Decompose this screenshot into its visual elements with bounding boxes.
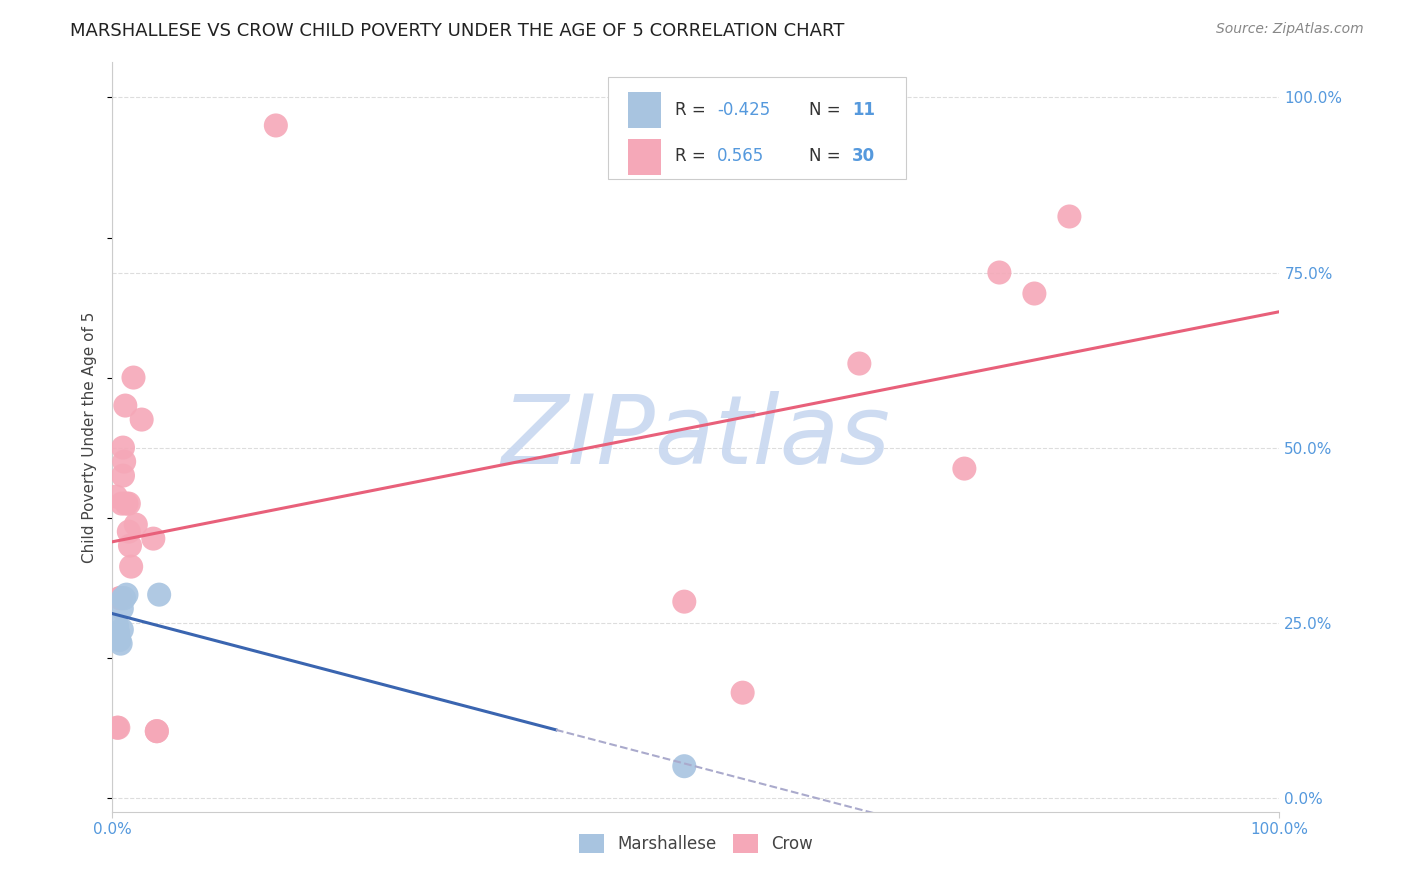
Text: -0.425: -0.425 xyxy=(717,101,770,119)
Point xyxy=(111,623,134,637)
Point xyxy=(673,594,696,608)
Text: Source: ZipAtlas.com: Source: ZipAtlas.com xyxy=(1216,22,1364,37)
Point xyxy=(146,724,169,739)
Point xyxy=(111,601,134,615)
Legend: Marshallese, Crow: Marshallese, Crow xyxy=(572,827,820,860)
Point xyxy=(111,441,134,455)
Text: MARSHALLESE VS CROW CHILD POVERTY UNDER THE AGE OF 5 CORRELATION CHART: MARSHALLESE VS CROW CHILD POVERTY UNDER … xyxy=(70,22,845,40)
Point xyxy=(142,532,165,546)
Point xyxy=(988,266,1011,280)
Point xyxy=(111,497,134,511)
Point xyxy=(148,588,170,602)
Text: N =: N = xyxy=(810,147,846,165)
Point xyxy=(107,721,129,735)
Point xyxy=(264,119,287,133)
Point xyxy=(122,370,145,384)
Text: R =: R = xyxy=(675,147,711,165)
Point xyxy=(110,637,132,651)
Text: 0.565: 0.565 xyxy=(717,147,765,165)
Point xyxy=(125,517,148,532)
Point xyxy=(107,626,129,640)
Point xyxy=(131,412,153,426)
Point xyxy=(953,461,976,475)
Point xyxy=(112,454,135,468)
Point xyxy=(146,724,169,739)
Point xyxy=(111,591,134,606)
Point xyxy=(114,399,136,413)
Point xyxy=(108,591,131,606)
Bar xyxy=(628,93,661,128)
Point xyxy=(1024,286,1046,301)
Point xyxy=(115,497,138,511)
Point xyxy=(112,591,135,606)
Point xyxy=(673,759,696,773)
Bar xyxy=(628,139,661,175)
Point xyxy=(731,686,754,700)
Text: 11: 11 xyxy=(852,101,876,119)
Point xyxy=(111,468,134,483)
Text: ZIPatlas: ZIPatlas xyxy=(502,391,890,483)
Point xyxy=(118,497,141,511)
Point xyxy=(104,490,127,504)
Point xyxy=(110,591,132,606)
Y-axis label: Child Poverty Under the Age of 5: Child Poverty Under the Age of 5 xyxy=(82,311,97,563)
Point xyxy=(115,588,138,602)
Text: R =: R = xyxy=(675,101,711,119)
Point xyxy=(118,539,141,553)
Point xyxy=(105,619,128,633)
Text: 30: 30 xyxy=(852,147,876,165)
Point xyxy=(848,357,870,371)
Point xyxy=(120,559,142,574)
Point xyxy=(108,633,131,648)
FancyBboxPatch shape xyxy=(609,78,905,178)
Point xyxy=(105,721,128,735)
Point xyxy=(1059,210,1081,224)
Point xyxy=(110,591,132,606)
Point xyxy=(118,524,141,539)
Text: N =: N = xyxy=(810,101,846,119)
